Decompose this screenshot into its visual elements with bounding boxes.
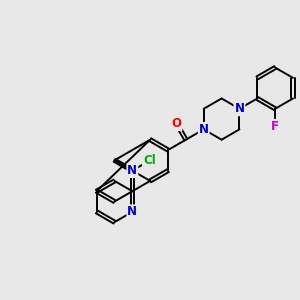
Text: O: O	[172, 117, 182, 130]
Text: N: N	[127, 205, 137, 218]
Text: Cl: Cl	[143, 154, 156, 167]
Text: N: N	[234, 102, 244, 115]
Text: N: N	[127, 164, 137, 177]
Text: F: F	[271, 120, 279, 133]
Text: N: N	[199, 123, 209, 136]
